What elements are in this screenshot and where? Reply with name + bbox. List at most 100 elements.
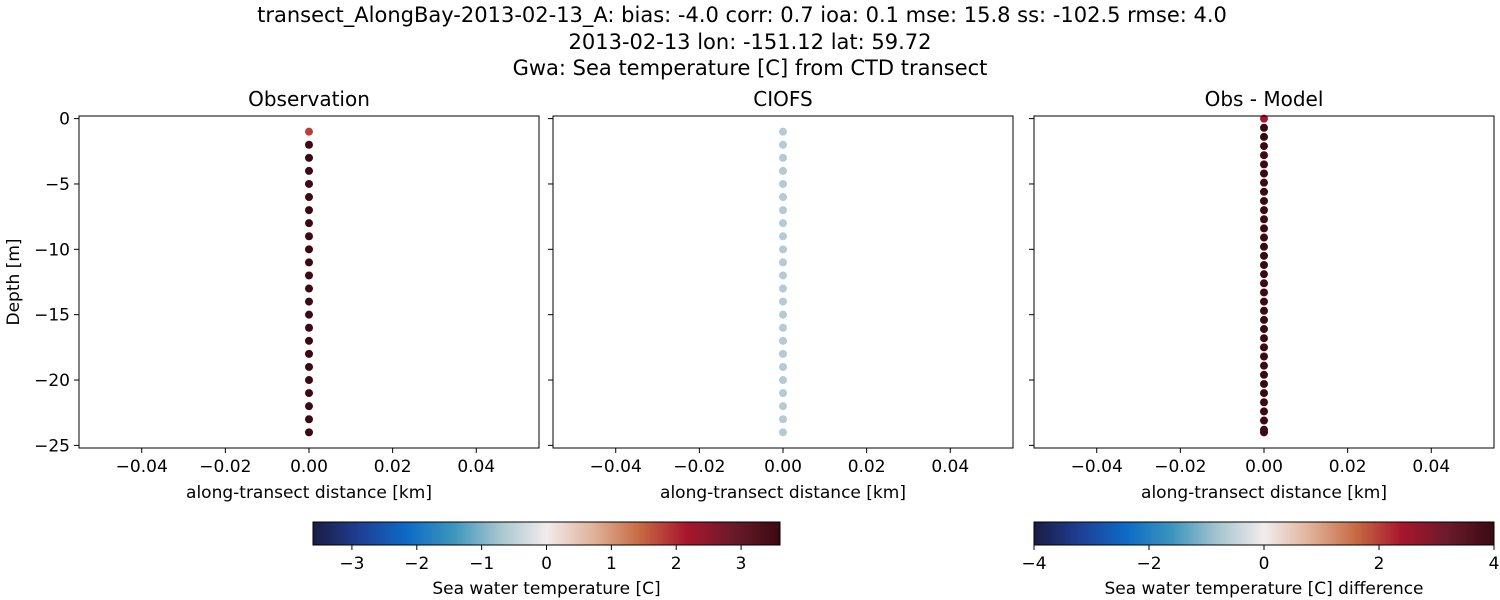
data-point [1260,297,1268,306]
panel-obs-minus-model: Obs - Model −0.04 −0.02 0.00 0.02 0.04 along-t… [1029,87,1495,503]
x-axis-label: along-transect distance [km] [1141,483,1387,503]
y-tick-label: −10 [34,240,70,260]
figure-title: transect_AlongBay-2013-02-13_A: bias: -4… [257,3,1227,80]
y-tick-label: −15 [34,306,70,326]
data-point [305,219,313,228]
data-point [305,193,313,202]
colorbar-label: Sea water temperature [C] difference [1104,579,1423,599]
x-tick-label: −0.02 [1154,457,1206,477]
title-line-3: Gwa: Sea temperature [C] from CTD transe… [513,56,988,80]
x-tick-label: 0.00 [764,457,802,477]
data-point [1260,428,1268,437]
data-point [779,232,787,241]
data-point [305,232,313,241]
data-point [779,349,787,358]
data-point [305,153,313,162]
data-point [1260,407,1268,416]
x-tick-label: 0.04 [1412,457,1450,477]
data-point [779,428,787,437]
data-point [1260,261,1268,270]
data-point [305,389,313,398]
data-point [779,193,787,202]
data-point [1260,416,1268,425]
y-axis-label: Depth [m] [4,238,24,325]
colorbar-tick-label: −2 [404,554,429,574]
colorbar-gradient [312,521,781,546]
data-point [1260,196,1268,205]
title-line-2: 2013-02-13 lon: -151.12 lat: 59.72 [569,30,932,54]
data-point [779,376,787,385]
data-point [305,415,313,424]
x-tick-label: −0.04 [116,457,168,477]
data-point [305,297,313,306]
panel-ciofs: CIOFS −0.04 −0.02 0.00 0.02 0.04 along-transec… [548,87,1014,503]
data-point [1260,270,1268,279]
data-point [779,415,787,424]
data-point [779,166,787,175]
data-point [305,245,313,254]
colorbar-label: Sea water temperature [C] [432,579,660,599]
colorbar-temperature: −3 −2 −1 0 1 2 3 Sea water temperature [C] [312,521,781,599]
data-point [1260,334,1268,343]
data-point [1260,306,1268,315]
colorbar-tick-label: −2 [1136,554,1161,574]
data-point [779,362,787,371]
x-tick-label: −0.02 [673,457,725,477]
colorbar-tick-label: −4 [1021,554,1046,574]
data-point [305,206,313,215]
data-point [1260,132,1268,141]
data-point [1260,343,1268,352]
data-point [1260,352,1268,361]
axes-frame [552,115,1014,449]
colorbar-tick-label: 0 [541,554,552,574]
data-point [1260,187,1268,196]
data-point [1260,178,1268,187]
data-point [305,258,313,267]
data-point [779,310,787,319]
data-point [779,245,787,254]
data-point [1260,398,1268,407]
data-point [305,284,313,293]
data-point [305,376,313,385]
panel-title: Observation [248,87,370,111]
data-point [1260,251,1268,260]
panel-observation: Observation −0.04 −0.02 0.00 0.02 0.04 0 −5 −10 −… [4,87,540,503]
data-point [779,323,787,332]
data-point [305,362,313,371]
data-point [1260,233,1268,242]
x-tick-label: 0.04 [931,457,969,477]
x-tick-label: 0.02 [848,457,886,477]
data-point [779,219,787,228]
data-point [305,127,313,136]
data-point [305,428,313,437]
data-point [1260,361,1268,370]
data-point [779,140,787,149]
x-tick-label: 0.00 [1245,457,1283,477]
data-point [305,140,313,149]
data-point [1260,279,1268,288]
data-point [305,179,313,188]
colorbar-tick-label: −3 [339,554,364,574]
colorbar-gradient [1033,521,1495,546]
data-point [305,323,313,332]
data-point [1260,169,1268,178]
panel-title: Obs - Model [1205,87,1324,111]
data-point [779,284,787,293]
colorbar-tick-label: 3 [736,554,747,574]
data-point [305,336,313,345]
x-tick-label: −0.02 [199,457,251,477]
data-point [305,402,313,411]
y-tick-label: −5 [45,175,70,195]
data-point [779,402,787,411]
x-axis-label: along-transect distance [km] [660,483,906,503]
colorbar-tick-label: 4 [1489,554,1500,574]
data-point [779,297,787,306]
colorbar-tick-label: 2 [1374,554,1385,574]
data-point [1260,325,1268,334]
data-point [779,127,787,136]
colorbar-tick-label: 2 [671,554,682,574]
data-point [779,271,787,280]
data-point [305,310,313,319]
data-point [779,179,787,188]
x-axis-label: along-transect distance [km] [186,483,432,503]
